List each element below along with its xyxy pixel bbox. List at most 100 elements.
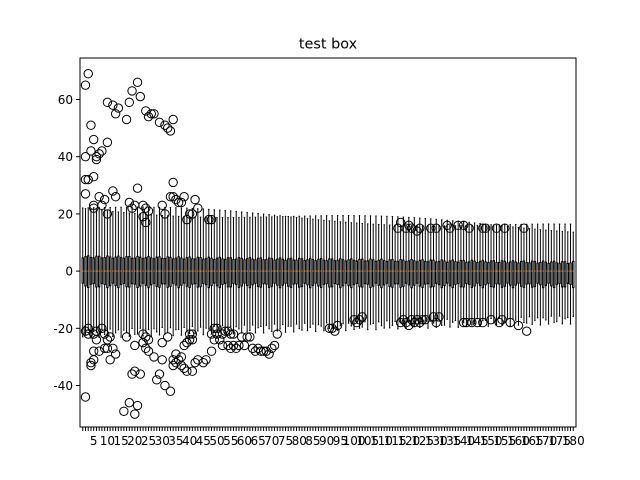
flier-point	[135, 369, 145, 379]
box-126	[424, 217, 427, 322]
box-body	[388, 259, 391, 287]
box-body	[541, 260, 545, 289]
box-27	[152, 206, 156, 330]
box-body	[459, 259, 463, 288]
flier-point	[171, 357, 181, 368]
box-body	[295, 259, 298, 285]
box-body	[319, 258, 323, 289]
flier-point	[102, 343, 113, 354]
box-109	[377, 223, 380, 323]
box-73	[278, 215, 282, 330]
flier-point	[165, 126, 176, 136]
box-178	[566, 231, 569, 319]
box-128	[429, 218, 432, 322]
box-body	[339, 258, 342, 289]
box-158	[511, 226, 515, 320]
box-95	[339, 221, 342, 327]
flier-point	[168, 114, 178, 125]
flier-point	[97, 200, 107, 211]
flier-point	[212, 323, 222, 334]
box-42	[193, 216, 197, 335]
box-161	[519, 223, 523, 318]
x-tick-label: 65	[250, 434, 265, 448]
box-53	[224, 210, 227, 334]
box-body	[207, 256, 210, 289]
box-body	[155, 256, 158, 287]
box-51	[218, 209, 221, 333]
box-85	[311, 218, 315, 325]
flier-point	[143, 206, 154, 216]
flier-point	[478, 223, 488, 233]
box-body	[443, 260, 446, 287]
flier-point	[86, 360, 96, 371]
flier-point	[324, 323, 335, 334]
box-118	[402, 216, 405, 324]
box-58	[237, 216, 241, 330]
box-22	[139, 213, 142, 329]
box-body	[440, 259, 443, 289]
x-tick-label: 20	[127, 434, 142, 448]
box-91	[328, 220, 331, 329]
box-body	[517, 262, 520, 284]
flier-point	[108, 100, 118, 110]
flier-point	[157, 337, 167, 348]
box-23	[141, 206, 145, 337]
x-tick-label: 120	[397, 434, 420, 448]
flier-point	[110, 349, 121, 359]
flier-point	[179, 363, 189, 374]
flier-point	[102, 97, 113, 108]
box-body	[413, 260, 416, 286]
flier-point	[146, 109, 156, 119]
flier-point	[80, 174, 91, 185]
flier-point	[157, 200, 167, 211]
box-119	[404, 225, 408, 330]
flier-point	[94, 346, 104, 356]
flier-point	[445, 223, 455, 233]
flier-point	[486, 315, 496, 325]
box-body	[251, 258, 254, 286]
box-body	[226, 257, 230, 288]
box-60	[243, 216, 246, 326]
flier-point	[223, 340, 233, 351]
flier-point	[206, 346, 217, 356]
flier-point	[124, 397, 135, 408]
box-152	[495, 224, 498, 326]
x-tick-label: 75	[278, 434, 293, 448]
flier-point	[108, 343, 118, 354]
flier-point	[80, 326, 91, 336]
chart-title: test box	[299, 37, 358, 53]
flier-point	[190, 194, 200, 205]
box-156	[506, 225, 509, 319]
box-body	[462, 259, 465, 288]
box-110	[380, 215, 383, 327]
box-body	[492, 260, 495, 288]
flier-point	[119, 406, 129, 416]
box-body	[361, 258, 364, 288]
flier-point	[461, 317, 472, 328]
box-103	[361, 222, 364, 328]
box-body	[308, 257, 312, 289]
box-body	[344, 260, 348, 284]
flier-point	[105, 332, 115, 342]
box-31	[163, 206, 167, 335]
box-113	[388, 224, 391, 329]
x-tick-label: 95	[333, 434, 348, 448]
flier-point	[168, 355, 178, 365]
flier-point	[168, 192, 178, 202]
box-101	[355, 222, 358, 323]
box-body	[495, 261, 498, 285]
flier-point	[434, 312, 444, 322]
box-body	[284, 259, 287, 284]
box-body	[322, 259, 326, 285]
box-body	[352, 259, 356, 286]
box-body	[563, 261, 567, 288]
flier-point	[99, 329, 110, 339]
box-body	[429, 259, 432, 288]
box-body	[519, 260, 523, 287]
flier-point	[223, 326, 233, 336]
box-body	[311, 258, 315, 286]
flier-point	[86, 357, 96, 368]
flier-point	[247, 343, 258, 354]
box-160	[517, 227, 520, 326]
